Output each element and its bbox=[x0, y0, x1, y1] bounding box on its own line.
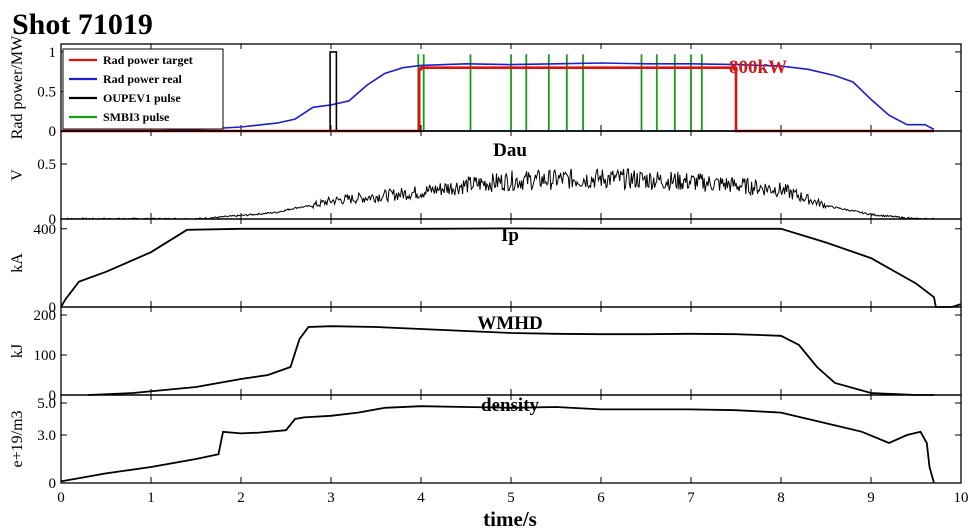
legend-label: Rad power target bbox=[103, 53, 193, 67]
rad-power-y-tick-label: 0 bbox=[49, 124, 57, 140]
wmhd-y-tick-label: 200 bbox=[34, 308, 57, 324]
figure-title: Shot 71019 bbox=[12, 8, 153, 41]
panel-dau: 0 0.5 V Dau bbox=[9, 130, 962, 228]
series-rad-power-target bbox=[61, 66, 934, 133]
series-density bbox=[60, 405, 935, 484]
x-tick-label: 3 bbox=[327, 490, 335, 506]
wmhd-y-axis-label: kJ bbox=[9, 344, 26, 358]
x-tick-label: 1 bbox=[147, 490, 155, 506]
dau-y-tick-label: 0.5 bbox=[37, 157, 56, 173]
panel-wmhd: 0 100 200 kJ WMHD bbox=[9, 306, 962, 404]
rad-power-y-tick-label: 0.5 bbox=[37, 84, 56, 100]
series-wmhd bbox=[87, 325, 934, 396]
annotation-800kw: 800kW bbox=[729, 57, 787, 78]
ip-y-axis-label: kA bbox=[9, 253, 26, 273]
dau-y-axis-label: V bbox=[9, 169, 26, 181]
panel-ip: 0 400 kA Ip bbox=[9, 218, 962, 316]
rad-power-y-tick-label: 1 bbox=[49, 45, 57, 61]
x-tick-label: 5 bbox=[507, 490, 515, 506]
ip-y-tick-label: 400 bbox=[34, 222, 57, 238]
x-axis-label: time/s bbox=[483, 507, 537, 530]
x-tick-label: 0 bbox=[57, 490, 65, 506]
density-y-tick-label: 5.0 bbox=[37, 396, 56, 412]
panel-density: 0 3.0 5.0 e+19/m3 density bbox=[9, 394, 962, 492]
legend-label: Rad power real bbox=[103, 72, 183, 86]
panel-rad-power: 0 0.5 1 Rad power/MW bbox=[9, 35, 962, 140]
x-tick-label: 9 bbox=[867, 490, 875, 506]
legend-label: OUPEV1 pulse bbox=[103, 91, 181, 105]
legend-box bbox=[62, 48, 224, 130]
ip-y-tick-label: 0 bbox=[49, 300, 57, 316]
series-ip bbox=[60, 227, 962, 308]
wmhd-y-tick-label: 100 bbox=[34, 348, 57, 364]
density-y-axis-label: e+19/m3 bbox=[9, 410, 26, 467]
dau-y-tick-label: 0 bbox=[49, 212, 57, 228]
series-dau bbox=[60, 168, 935, 220]
x-tick-label: 4 bbox=[417, 490, 425, 506]
wmhd-title: WMHD bbox=[477, 313, 542, 334]
legend: Rad power target Rad power real OUPEV1 pul… bbox=[62, 48, 224, 130]
x-tick-label: 2 bbox=[237, 490, 245, 506]
x-tick-label: 7 bbox=[687, 490, 695, 506]
density-y-tick-label: 3.0 bbox=[37, 428, 56, 444]
x-tick-label: 8 bbox=[777, 490, 785, 506]
x-tick-label: 10 bbox=[954, 490, 968, 506]
density-y-tick-label: 0 bbox=[49, 476, 57, 492]
x-tick-label: 6 bbox=[597, 490, 605, 506]
dau-title: Dau bbox=[493, 140, 527, 161]
ip-title: Ip bbox=[501, 225, 519, 246]
wmhd-y-tick-label: 0 bbox=[49, 388, 57, 404]
series-rad-power-real bbox=[61, 62, 935, 132]
legend-label: SMBI3 pulse bbox=[103, 110, 170, 124]
rad-power-y-axis-label: Rad power/MW bbox=[9, 35, 26, 139]
density-title: density bbox=[481, 395, 540, 416]
